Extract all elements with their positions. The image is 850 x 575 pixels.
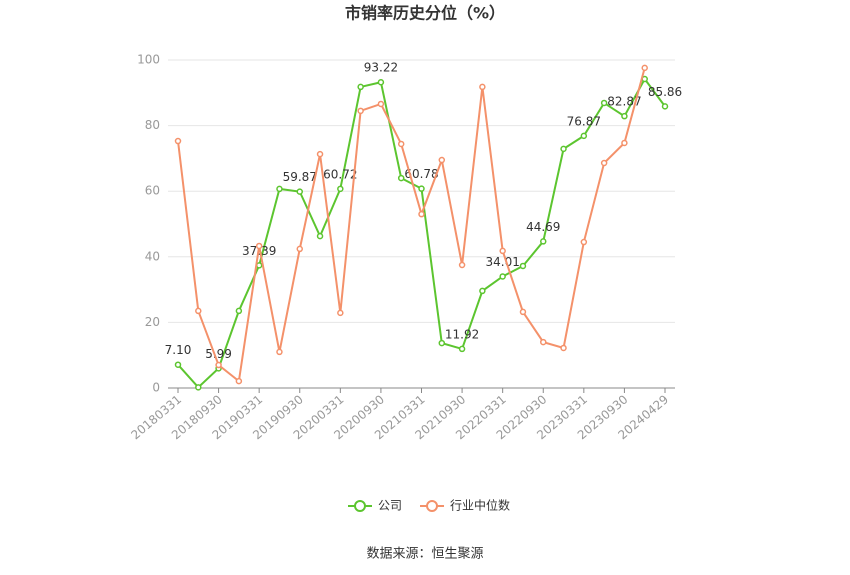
y-tick-label: 80 — [145, 118, 160, 132]
point — [600, 99, 608, 107]
point — [195, 384, 202, 391]
point — [377, 100, 385, 108]
point — [316, 232, 324, 240]
point — [621, 139, 628, 147]
point — [641, 64, 648, 72]
value-label: 7.10 — [165, 343, 192, 357]
point — [560, 145, 567, 153]
value-label: 85.86 — [648, 85, 682, 99]
value-label: 60.72 — [323, 167, 357, 181]
point — [540, 238, 547, 245]
source: 数据来源：恒生聚源 — [366, 547, 483, 562]
point — [316, 150, 324, 158]
value-label: 5.99 — [205, 347, 232, 361]
point — [580, 238, 588, 246]
point — [276, 185, 283, 193]
point — [438, 339, 446, 347]
point — [397, 174, 405, 182]
value-label: 60.78 — [404, 167, 438, 181]
value-label: 76.87 — [567, 114, 601, 128]
value-label: 34.01 — [485, 255, 519, 269]
point — [458, 261, 466, 269]
value-label: 93.22 — [364, 61, 398, 75]
point — [174, 361, 182, 368]
point — [499, 247, 506, 255]
point — [519, 262, 527, 270]
point — [519, 308, 527, 316]
chart-title: 市销率历史分位（%） — [345, 4, 505, 23]
point — [438, 156, 446, 164]
point — [560, 344, 567, 352]
value-label: 59.87 — [283, 170, 317, 184]
series-line — [177, 67, 646, 383]
point — [540, 338, 547, 346]
point — [337, 185, 344, 193]
point — [418, 210, 425, 218]
value-label: 82.87 — [607, 95, 641, 109]
point — [377, 78, 385, 86]
point — [580, 132, 588, 140]
point — [255, 242, 263, 250]
point — [621, 112, 628, 120]
y-tick-label: 40 — [145, 249, 160, 263]
value-label: 44.69 — [526, 220, 560, 234]
point — [235, 307, 243, 315]
point — [174, 137, 182, 145]
point — [337, 309, 344, 317]
y-tick-label: 20 — [145, 315, 160, 329]
value-label: 11.92 — [445, 327, 479, 341]
point — [195, 307, 202, 315]
legend-marker — [354, 500, 366, 512]
point — [357, 107, 364, 115]
point — [479, 287, 486, 295]
point — [499, 273, 506, 280]
y-tick-label: 100 — [137, 53, 160, 67]
point — [661, 103, 669, 110]
point — [296, 188, 303, 195]
point — [600, 159, 608, 167]
legend-label: 公司 — [378, 499, 402, 513]
point — [235, 377, 243, 385]
legend-label: 行业中位数 — [450, 498, 510, 513]
y-tick-label: 0 — [152, 381, 160, 395]
point — [296, 245, 303, 253]
point — [397, 140, 405, 148]
legend-marker — [426, 500, 439, 512]
point — [458, 345, 466, 353]
point — [357, 83, 364, 91]
point — [215, 361, 222, 369]
point — [276, 348, 283, 356]
y-tick-label: 60 — [145, 184, 160, 198]
point — [418, 185, 425, 192]
point — [479, 83, 486, 91]
